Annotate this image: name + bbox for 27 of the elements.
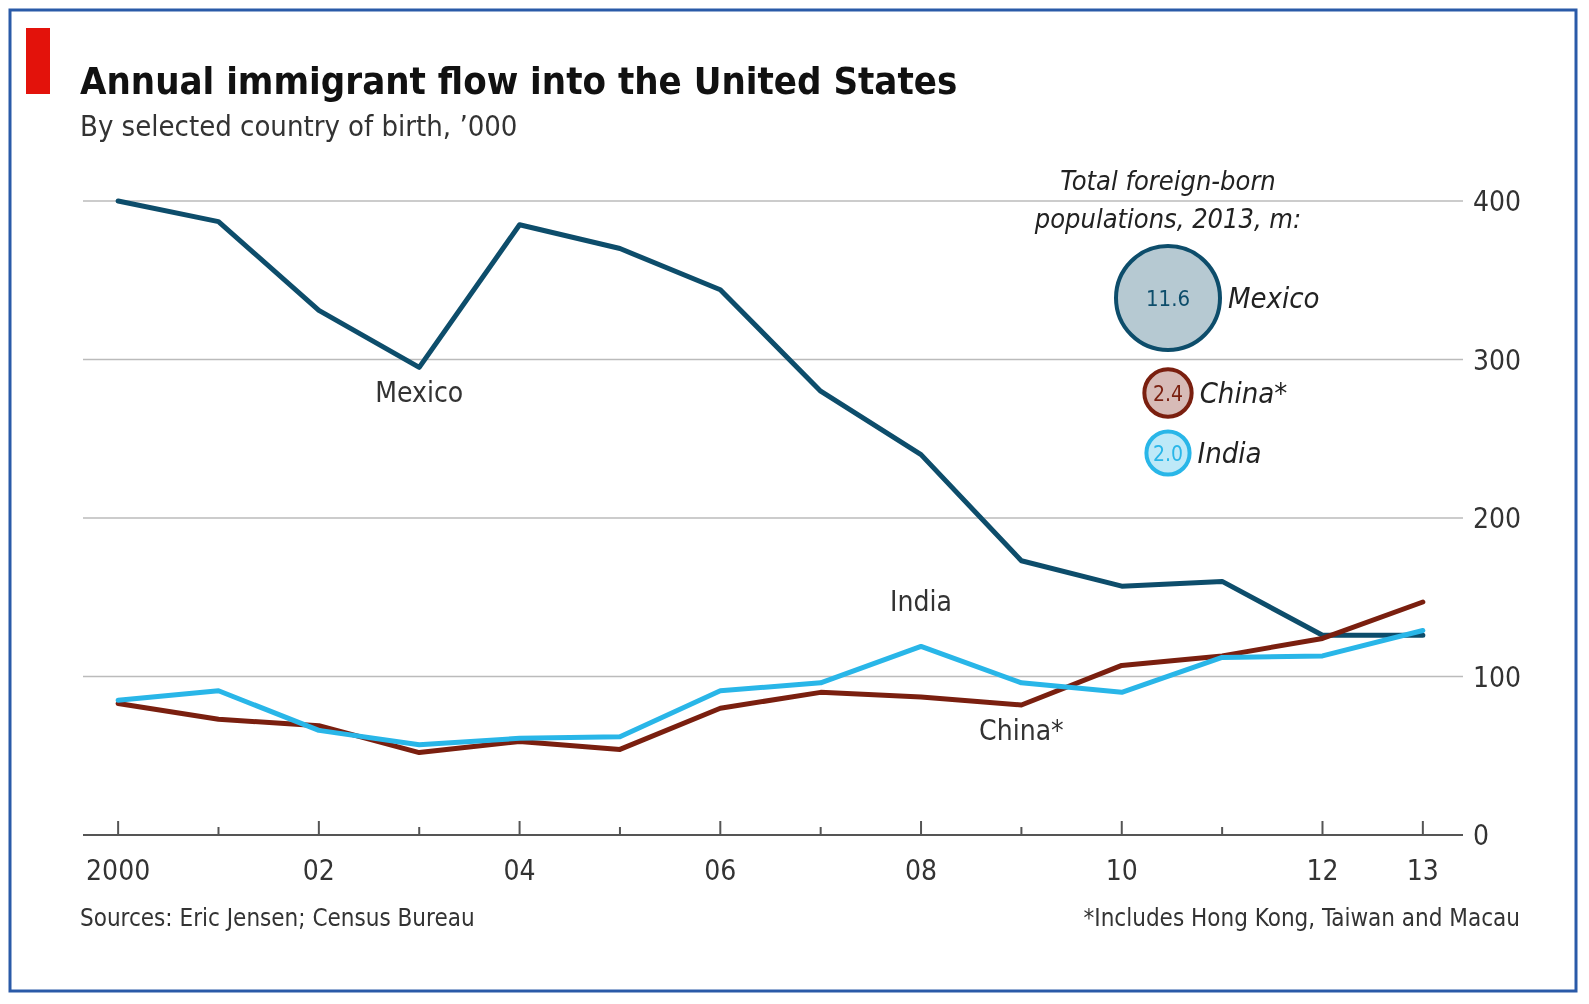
x-tick-label: 12	[1306, 854, 1339, 887]
legend-label: China*	[1199, 376, 1288, 410]
text: China*	[979, 714, 1064, 748]
x-tick-label: 2000	[86, 854, 151, 887]
y-tick-label: 100	[1473, 660, 1522, 694]
text: Mexico	[1228, 281, 1320, 315]
y-tick-label: 400	[1473, 185, 1522, 218]
annotation: 2.4	[1152, 382, 1184, 406]
annotation: 11.6	[1145, 286, 1191, 311]
x-tick-label: 10	[1105, 854, 1138, 887]
x-tick-label: 13	[1406, 854, 1439, 887]
y-tick-label: 200	[1473, 502, 1522, 535]
chart-title: Annual immigrant flow into the United States	[80, 59, 958, 103]
text: India	[890, 585, 952, 619]
y-tick-label: 0	[1473, 819, 1490, 852]
chart-subtitle: By selected country of birth, ’000	[80, 109, 518, 143]
x-tick-label: 02	[302, 854, 335, 887]
x-tick-label: 08	[905, 854, 938, 887]
annotation: 2.0	[1152, 442, 1184, 466]
x-tick-label: 06	[704, 854, 737, 887]
x-tick-label: 04	[503, 854, 536, 887]
text: *Includes Hong Kong, Taiwan and Macau	[1083, 904, 1520, 932]
series-label: Mexico	[375, 376, 464, 410]
y-tick-label: 300	[1473, 343, 1522, 377]
source-note: Sources: Eric Jensen; Census Bureau	[80, 904, 475, 932]
annotation: Total foreign-born populations, 2013, m:	[1033, 165, 1302, 234]
legend-label: India	[1197, 436, 1262, 470]
